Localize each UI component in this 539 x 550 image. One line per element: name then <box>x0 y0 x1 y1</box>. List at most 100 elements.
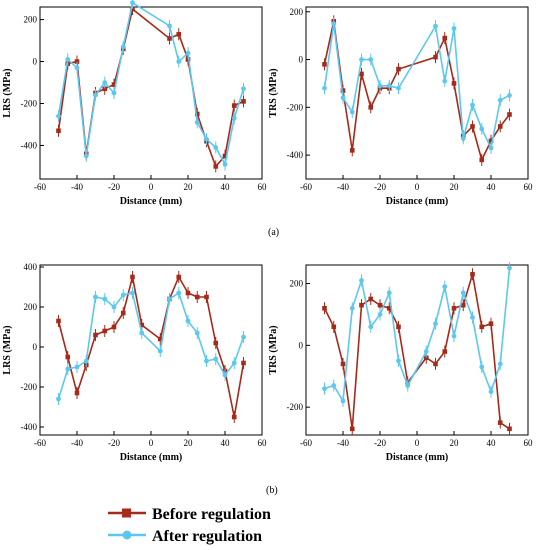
legend-marker-before <box>122 508 131 518</box>
data-point <box>231 103 237 108</box>
y-tick-label: 200 <box>290 279 304 289</box>
y-tick-label: 0 <box>33 57 38 67</box>
x-tick-label: 20 <box>450 438 460 448</box>
data-point <box>213 356 219 362</box>
plot-frame <box>39 264 263 436</box>
data-point <box>176 59 182 64</box>
data-point <box>322 386 327 392</box>
data-point <box>194 294 200 300</box>
x-tick-label: 0 <box>415 182 420 192</box>
data-point <box>359 302 364 308</box>
data-point <box>442 35 448 41</box>
data-point <box>396 66 401 72</box>
data-point <box>111 304 117 310</box>
data-point <box>331 21 337 27</box>
data-point <box>83 358 89 364</box>
data-point <box>497 97 503 103</box>
y-tick-label: 200 <box>24 15 38 25</box>
data-point <box>368 57 374 62</box>
data-point <box>479 157 485 163</box>
data-point <box>74 364 80 370</box>
data-point <box>241 99 246 104</box>
x-tick-label: -20 <box>108 438 120 448</box>
data-point <box>102 80 108 85</box>
data-point <box>460 135 466 141</box>
x-tick-label: -60 <box>34 182 46 192</box>
data-point <box>396 324 401 330</box>
data-point <box>185 290 191 296</box>
x-tick-label: 0 <box>149 438 154 448</box>
data-point <box>83 153 89 159</box>
data-point <box>185 57 191 62</box>
data-point <box>368 324 374 330</box>
series-after <box>56 0 246 171</box>
data-point <box>120 292 126 298</box>
data-point <box>241 334 246 340</box>
data-point <box>167 36 172 41</box>
data-point <box>65 354 71 360</box>
data-point <box>167 23 172 29</box>
data-point <box>102 296 108 302</box>
x-tick-label: 60 <box>524 182 534 192</box>
data-point <box>194 330 200 336</box>
plot-frame <box>39 6 263 180</box>
data-point <box>442 78 448 84</box>
data-point <box>93 92 98 98</box>
data-point <box>222 153 228 159</box>
data-point <box>349 148 355 153</box>
data-point <box>460 302 466 308</box>
data-point <box>359 278 364 283</box>
x-tick-label: 40 <box>221 438 231 448</box>
y-tick-label: 200 <box>290 7 304 17</box>
data-point <box>340 398 346 404</box>
y-tick-label: 0 <box>299 340 304 350</box>
data-point <box>93 294 98 300</box>
x-tick-label: -60 <box>34 438 46 448</box>
x-axis-label: Distance (mm) <box>120 196 182 207</box>
data-point <box>176 274 182 280</box>
plot-frame <box>305 6 529 180</box>
data-point <box>213 145 219 150</box>
data-point <box>488 321 494 327</box>
data-point <box>386 305 392 311</box>
x-axis-label: Distance (mm) <box>386 196 448 207</box>
data-point <box>470 102 475 108</box>
data-point <box>74 390 80 396</box>
series-line <box>324 268 511 404</box>
data-point <box>507 426 512 432</box>
data-point <box>359 57 364 62</box>
series-after <box>56 287 246 405</box>
data-point <box>56 396 61 402</box>
caption-b: (b) <box>266 485 278 496</box>
data-point <box>433 321 438 327</box>
data-point <box>222 372 228 378</box>
data-point <box>120 44 126 50</box>
data-point <box>194 111 200 117</box>
x-tick-label: 0 <box>415 438 420 448</box>
x-tick-label: 40 <box>221 182 231 192</box>
y-tick-label: 0 <box>33 342 38 352</box>
x-tick-label: 0 <box>149 182 154 192</box>
data-point <box>377 302 383 308</box>
data-point <box>231 414 237 420</box>
data-point <box>331 383 337 388</box>
data-point <box>349 109 355 115</box>
data-point <box>386 83 392 89</box>
y-tick-label: -400 <box>287 150 304 160</box>
series-after <box>322 262 512 407</box>
data-point <box>340 95 346 101</box>
data-point <box>111 82 117 87</box>
y-axis-label: LRS (MPa) <box>2 68 13 117</box>
legend-label-after: After regulation <box>152 528 262 545</box>
y-tick-label: -400 <box>21 422 38 432</box>
data-point <box>130 290 135 296</box>
data-point <box>102 328 108 334</box>
data-point <box>349 305 355 311</box>
data-point <box>340 88 346 93</box>
series-line <box>323 23 510 151</box>
y-tick-label: -200 <box>21 382 38 392</box>
data-point <box>322 62 327 67</box>
